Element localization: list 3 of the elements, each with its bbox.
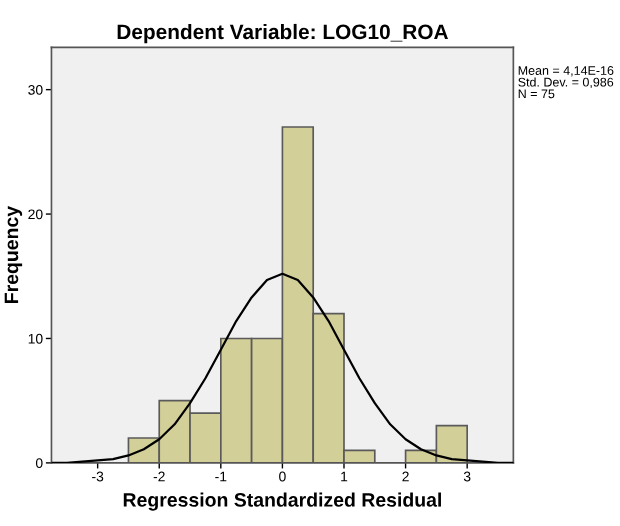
chart-title: Dependent Variable: LOG10_ROA	[117, 23, 448, 44]
x-axis-title: Regression Standardized Residual	[123, 492, 441, 511]
y-axis-title: Frequency	[4, 206, 23, 303]
